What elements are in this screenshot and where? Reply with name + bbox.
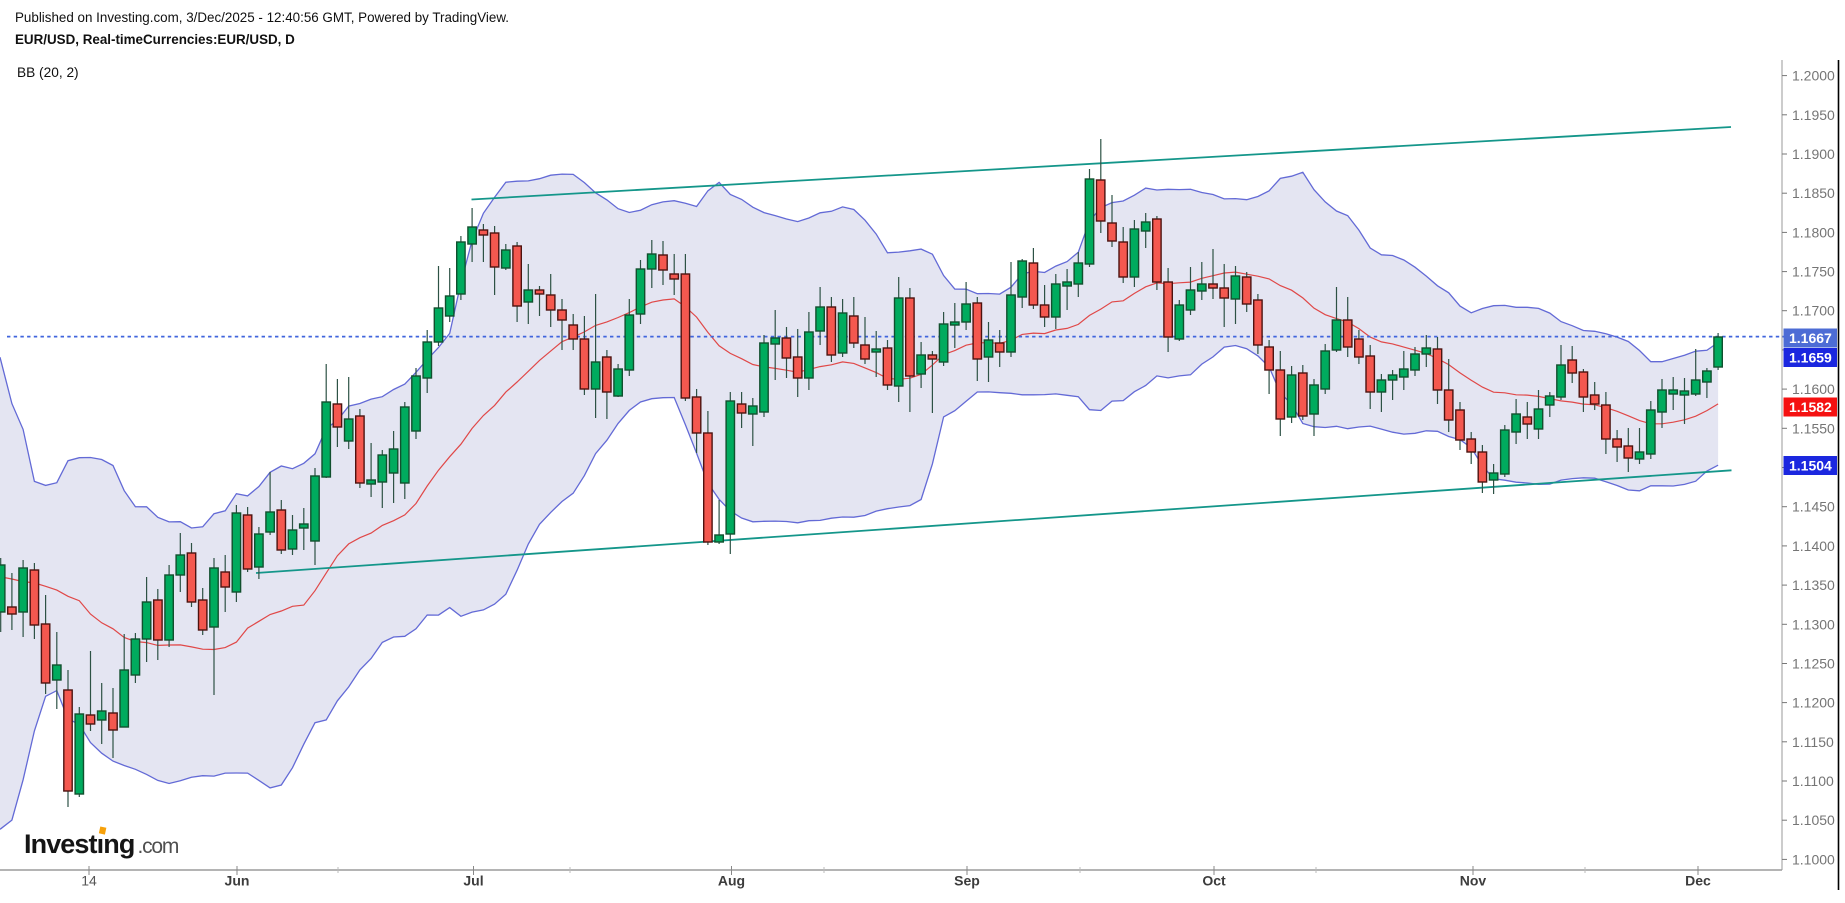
- svg-text:1.1250: 1.1250: [1792, 656, 1835, 672]
- svg-text:1.1582: 1.1582: [1789, 399, 1832, 415]
- svg-text:1.1450: 1.1450: [1792, 499, 1835, 515]
- svg-text:BB (20, 2): BB (20, 2): [17, 65, 79, 80]
- svg-text:1.1550: 1.1550: [1792, 420, 1835, 436]
- svg-text:1.1600: 1.1600: [1792, 381, 1835, 397]
- svg-text:Investıng: Investıng: [24, 829, 134, 859]
- svg-text:1.1700: 1.1700: [1792, 303, 1835, 319]
- svg-text:1.1667: 1.1667: [1789, 330, 1832, 346]
- svg-text:1.1350: 1.1350: [1792, 577, 1835, 593]
- svg-text:Sep: Sep: [954, 873, 980, 889]
- svg-text:1.1659: 1.1659: [1789, 350, 1832, 366]
- svg-text:1.1300: 1.1300: [1792, 616, 1835, 632]
- svg-text:Dec: Dec: [1685, 873, 1711, 889]
- svg-text:Aug: Aug: [718, 873, 745, 889]
- svg-text:1.1000: 1.1000: [1792, 851, 1835, 867]
- svg-text:14: 14: [81, 873, 97, 889]
- svg-text:Jun: Jun: [225, 873, 250, 889]
- svg-text:1.1900: 1.1900: [1792, 146, 1835, 162]
- svg-text:EUR/USD, Real-timeCurrencies:E: EUR/USD, Real-timeCurrencies:EUR/USD, D: [15, 32, 295, 47]
- svg-text:Nov: Nov: [1460, 873, 1487, 889]
- svg-text:1.1950: 1.1950: [1792, 107, 1835, 123]
- svg-text:1.1504: 1.1504: [1789, 458, 1832, 474]
- svg-text:1.1750: 1.1750: [1792, 264, 1835, 280]
- svg-text:1.1050: 1.1050: [1792, 812, 1835, 828]
- svg-text:1.1400: 1.1400: [1792, 538, 1835, 554]
- svg-text:Published on Investing.com, 3/: Published on Investing.com, 3/Dec/2025 -…: [15, 10, 509, 25]
- svg-text:.com: .com: [138, 835, 179, 858]
- svg-text:1.1800: 1.1800: [1792, 224, 1835, 240]
- svg-text:1.2000: 1.2000: [1792, 68, 1835, 84]
- svg-text:Oct: Oct: [1202, 873, 1226, 889]
- svg-text:1.1100: 1.1100: [1792, 773, 1834, 789]
- svg-text:1.1200: 1.1200: [1792, 695, 1835, 711]
- svg-text:1.1850: 1.1850: [1792, 185, 1835, 201]
- svg-text:Jul: Jul: [463, 873, 483, 889]
- svg-text:1.1150: 1.1150: [1792, 734, 1834, 750]
